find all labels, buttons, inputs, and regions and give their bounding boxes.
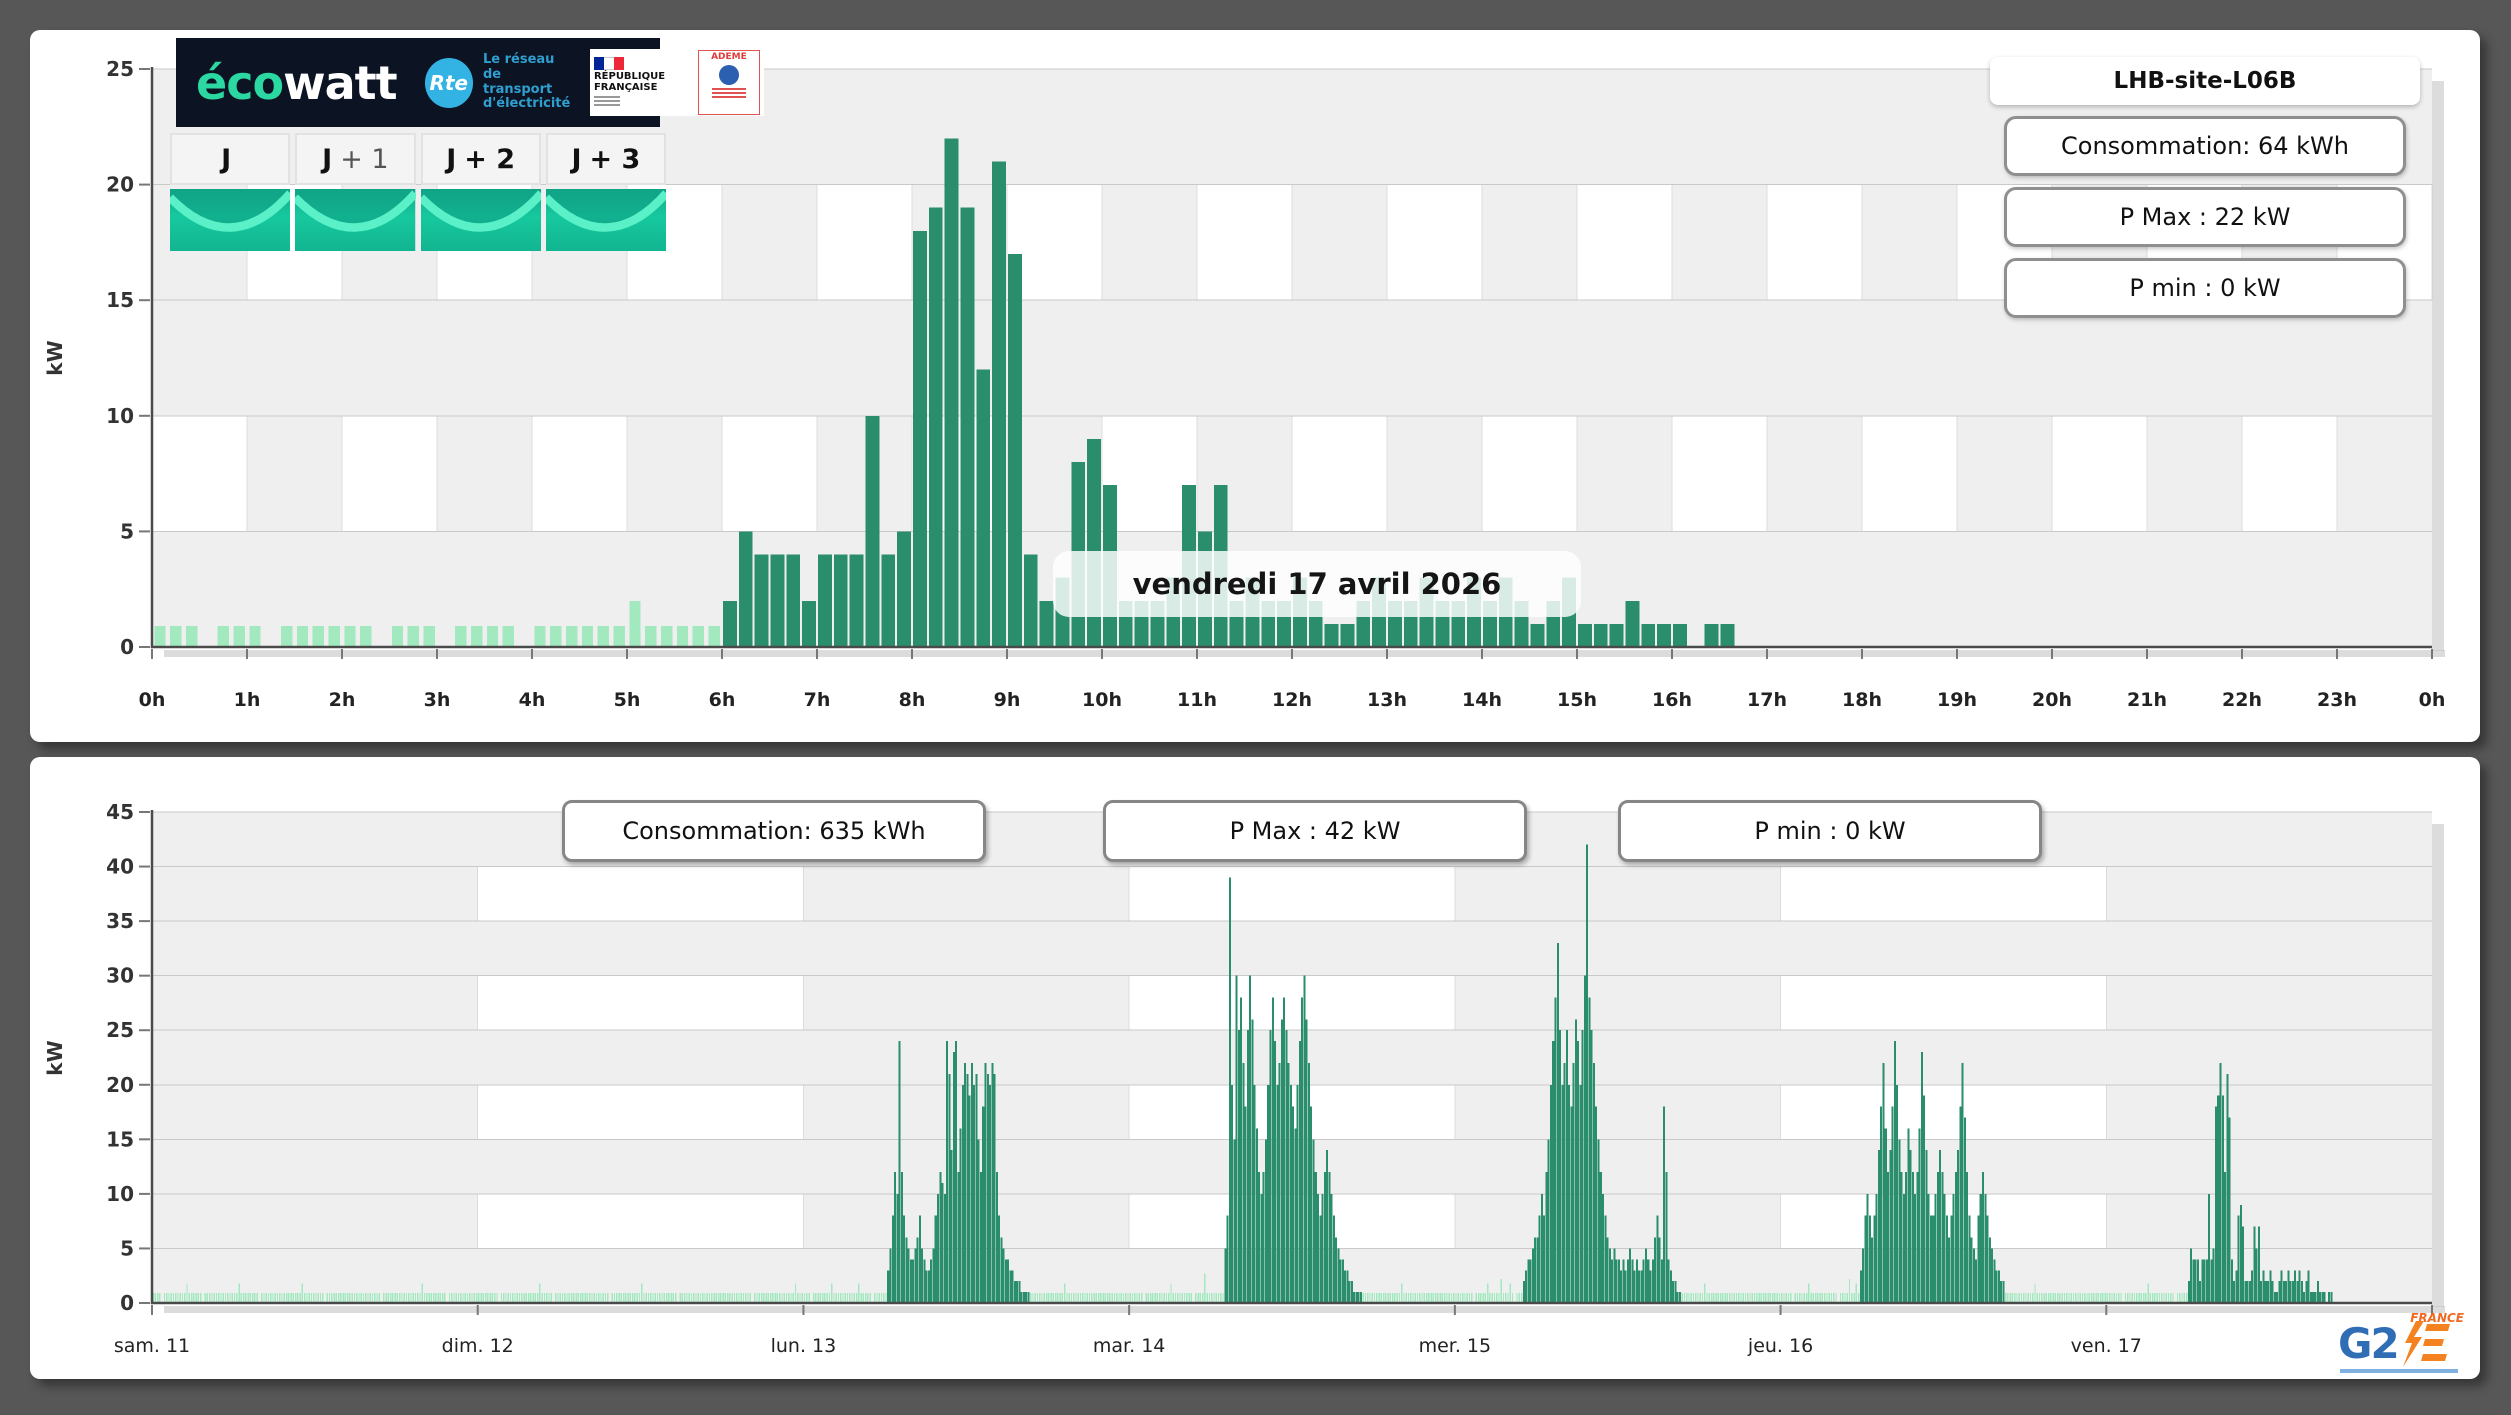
tab-j[interactable]: J xyxy=(170,133,291,251)
site-stats-panel: LHB-site-L06B Consommation: 64 kWh P Max… xyxy=(1990,57,2420,318)
tab-j-plus-2[interactable]: J + 2 xyxy=(420,133,541,251)
ademe-subtitle-lines xyxy=(711,88,746,100)
government-logos: RÉPUBLIQUE FRANÇAISE ADEME xyxy=(589,49,764,116)
tab-j1-label: J + 1 xyxy=(295,133,416,185)
ecowatt-gauge-icon xyxy=(545,189,666,251)
tab-j-plus-3[interactable]: J + 3 xyxy=(545,133,666,251)
ecowatt-banner: écowatt Rte Le réseau de transport d'éle… xyxy=(176,38,764,127)
tab-j-plus-1[interactable]: J + 1 xyxy=(295,133,416,251)
tab-j3-label: J + 3 xyxy=(545,133,666,185)
tab-j-label: J xyxy=(170,133,291,185)
selected-date-label: vendredi 17 avril 2026 xyxy=(1053,551,1581,617)
tab-j2-label: J + 2 xyxy=(420,133,541,185)
rte-logo: Rte Le réseau de transport d'électricité xyxy=(424,51,572,113)
french-flag-icon xyxy=(593,57,624,70)
g2e-logo: FRANCE G2 xyxy=(2338,1311,2470,1375)
republique-francaise-logo: RÉPUBLIQUE FRANÇAISE xyxy=(590,54,694,111)
rte-tagline: Le réseau de transport d'électricité xyxy=(482,51,571,112)
daily-consumption-stat: Consommation: 64 kWh xyxy=(2004,116,2406,176)
ecowatt-gauge-icon xyxy=(420,189,541,251)
g2e-france-label: FRANCE xyxy=(2410,1311,2464,1325)
ademe-logo: ADEME xyxy=(697,50,760,115)
weekly-pmin-stat: P min : 0 kW xyxy=(1618,800,2042,862)
rte-disc-icon: Rte xyxy=(424,57,473,108)
g2e-text: G2 xyxy=(2338,1319,2400,1368)
site-name: LHB-site-L06B xyxy=(1990,57,2420,105)
day-tabs: J J + 1 J + 2 J + 3 xyxy=(170,133,666,251)
weekly-consumption-stat: Consommation: 635 kWh xyxy=(562,800,986,862)
lightning-bolt-e-icon xyxy=(2402,1320,2450,1367)
g2e-tagline-line xyxy=(2340,1369,2458,1373)
rf-motto-lines xyxy=(593,96,690,106)
weekly-pmax-stat: P Max : 42 kW xyxy=(1103,800,1527,862)
globe-icon xyxy=(718,65,739,85)
ecowatt-gauge-icon xyxy=(295,189,416,251)
daily-pmin-stat: P min : 0 kW xyxy=(2004,258,2406,318)
daily-pmax-stat: P Max : 22 kW xyxy=(2004,187,2406,247)
ecowatt-logo: écowatt xyxy=(196,55,398,110)
ecowatt-gauge-icon xyxy=(170,189,291,251)
